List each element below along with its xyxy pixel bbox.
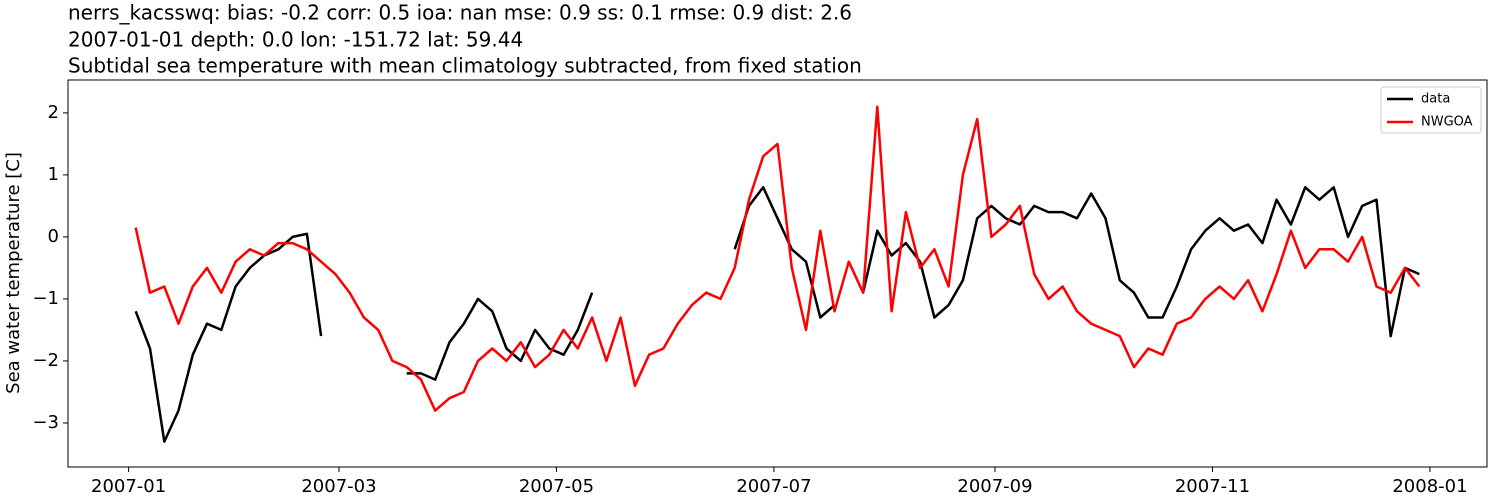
x-tick-label: 2007-07 (736, 476, 811, 497)
y-tick-label: 2 (48, 102, 59, 123)
x-tick-label: 2007-01 (91, 476, 166, 497)
x-tick-label: 2007-09 (957, 476, 1032, 497)
legend-label: data (1421, 92, 1450, 107)
y-tick-label: −1 (32, 288, 59, 309)
y-axis-label: Sea water temperature [C] (3, 152, 24, 394)
series-line (134, 186, 1420, 443)
y-tick-label: 1 (48, 164, 59, 185)
title-line: Subtidal sea temperature with mean clima… (68, 54, 862, 78)
x-tick-label: 2007-03 (301, 476, 376, 497)
y-tick-label: 0 (48, 226, 59, 247)
series-line (134, 105, 1421, 412)
y-tick-label: −2 (32, 350, 59, 371)
x-tick-label: 2007-11 (1175, 476, 1250, 497)
legend-label: NWGOA (1421, 115, 1473, 130)
x-tick-label: 2007-05 (519, 476, 594, 497)
plot-frame (67, 79, 1488, 468)
title-line: nerrs_kacsswq: bias: -0.2 corr: 0.5 ioa:… (68, 1, 852, 25)
y-tick-label: −3 (32, 412, 59, 433)
x-tick-label: 2008-01 (1392, 476, 1467, 497)
title-line: 2007-01-01 depth: 0.0 lon: -151.72 lat: … (68, 28, 523, 52)
